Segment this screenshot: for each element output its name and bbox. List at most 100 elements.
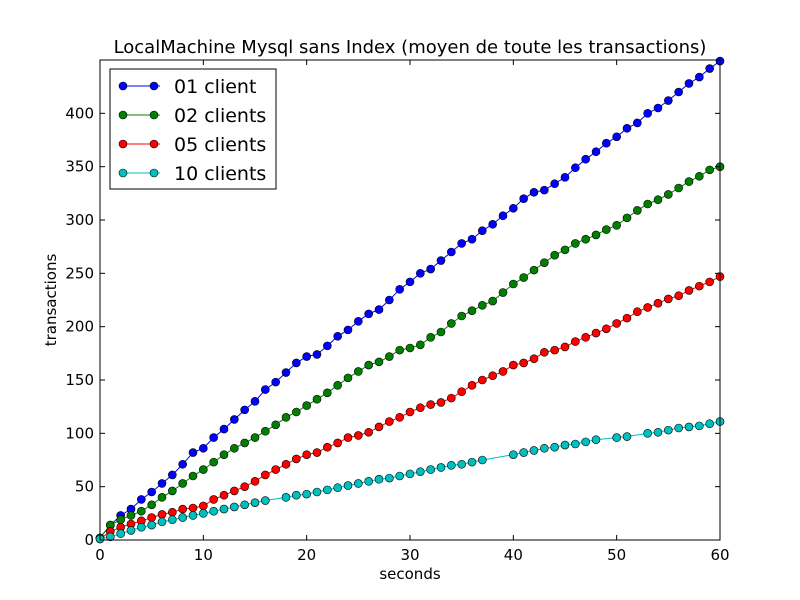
y-tick-label: 200 [65,318,94,336]
y-axis-label: transactions [42,254,60,347]
data-point [529,446,539,455]
data-point [354,317,363,326]
data-point [478,375,487,385]
data-point [581,437,590,447]
data-point [612,319,621,328]
data-point [488,296,497,306]
data-point [695,281,704,291]
data-point [168,515,177,525]
data-point [602,138,611,148]
data-point [281,368,291,377]
data-point [147,513,156,522]
data-point [240,405,249,415]
legend-item: 01 client [118,76,256,98]
data-point [302,401,311,410]
data-point [653,195,663,205]
data-point [684,286,694,295]
data-point [116,529,125,538]
data-point [447,319,456,328]
y-tick-label: 300 [65,211,94,229]
legend-marker [149,110,159,120]
series-3 [95,272,725,544]
data-point [250,498,260,507]
y-tick-label: 100 [65,424,94,442]
x-tick-label: 50 [607,546,626,564]
data-point [178,504,187,514]
data-point [550,250,559,260]
data-point [684,422,694,432]
ticks-layer: 0 10 20 30 40 50 60 0 50 100 150 200 250 300 350 400 [65,60,730,564]
data-point [571,163,580,173]
y-tick-label: 50 [75,478,94,496]
legend-box [109,68,277,190]
legend-marker [149,168,159,178]
x-tick-label: 0 [95,546,105,564]
legend-marker [118,168,128,178]
data-point [457,387,466,397]
data-point [354,479,363,488]
data-point [581,154,590,164]
series-4 [95,417,725,544]
data-point [643,109,652,118]
data-point [622,123,632,133]
data-point [447,461,456,470]
data-point [333,438,342,448]
data-point [664,425,673,435]
data-point [354,367,363,376]
data-point [116,515,125,525]
data-point [540,347,549,357]
data-point [436,398,446,407]
data-point [323,442,332,452]
data-point [498,211,508,221]
data-point [230,486,239,496]
data-point [230,443,239,453]
data-point [540,185,549,195]
data-point [571,439,580,449]
data-point [292,358,301,368]
data-point [364,427,373,437]
data-point [591,230,601,240]
legend-marker [118,81,128,91]
data-point [447,247,456,257]
data-point [385,417,394,426]
x-tick-label: 20 [297,546,316,564]
data-point [416,269,425,278]
data-point [178,513,187,522]
data-point [188,503,198,513]
data-point [374,305,384,314]
data-point [199,443,208,453]
data-point [622,213,632,223]
data-point [467,306,477,315]
data-point [157,493,167,502]
data-point [664,294,673,304]
data-point [250,397,260,406]
data-point [405,343,415,353]
data-point [147,487,156,497]
data-point [395,413,404,422]
y-tick-label: 350 [65,158,94,176]
data-point [550,345,559,355]
data-point [271,465,280,474]
chart-title: LocalMachine Mysql sans Index (moyen de … [114,37,707,58]
data-point [612,221,621,230]
data-point [509,360,518,370]
data-point [312,448,322,457]
data-point [157,517,167,527]
data-point [219,504,229,514]
data-point [147,500,156,510]
data-point [695,171,704,181]
data-point [261,385,270,394]
data-point [250,477,260,486]
data-point [168,507,177,517]
legend-label: 02 clients [174,105,266,127]
data-point [312,394,322,404]
x-tick-label: 60 [710,546,729,564]
data-point [416,467,425,477]
legend-marker [118,110,128,120]
y-tick-label: 0 [84,531,94,549]
data-point [178,459,187,469]
data-point [478,301,487,310]
data-point [157,479,167,488]
data-point [705,277,714,287]
data-point [292,407,301,417]
